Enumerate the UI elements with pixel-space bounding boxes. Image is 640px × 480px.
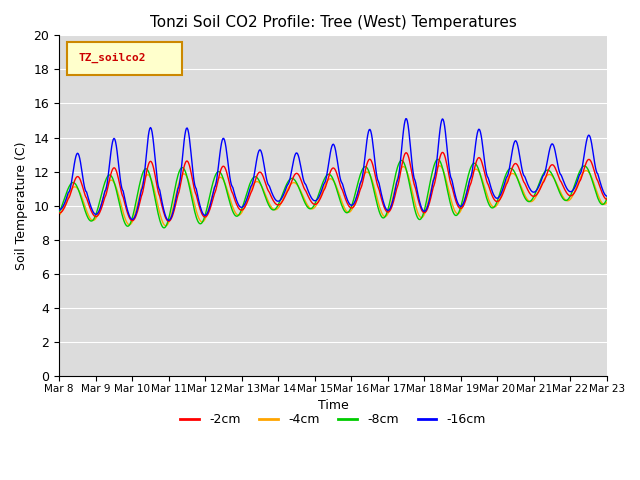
- Y-axis label: Soil Temperature (C): Soil Temperature (C): [15, 142, 28, 270]
- Legend: -2cm, -4cm, -8cm, -16cm: -2cm, -4cm, -8cm, -16cm: [175, 408, 491, 431]
- Text: TZ_soilco2: TZ_soilco2: [78, 53, 146, 63]
- Title: Tonzi Soil CO2 Profile: Tree (West) Temperatures: Tonzi Soil CO2 Profile: Tree (West) Temp…: [150, 15, 516, 30]
- X-axis label: Time: Time: [317, 399, 348, 412]
- FancyBboxPatch shape: [67, 42, 182, 74]
